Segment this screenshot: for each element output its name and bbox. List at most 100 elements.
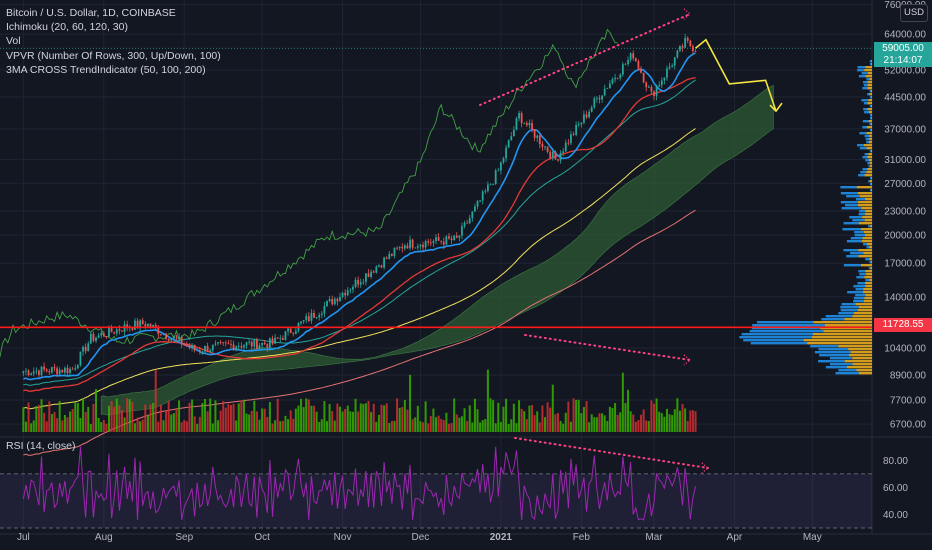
- volume-bar: [473, 398, 476, 432]
- candle-body: [250, 341, 253, 347]
- candle-body: [692, 46, 694, 52]
- volume-bar: [642, 409, 645, 432]
- legend-ichimoku[interactable]: Ichimoku (20, 60, 120, 30): [6, 21, 128, 34]
- rsi-axis-tick: 60.00: [883, 483, 908, 494]
- volume-bar: [671, 415, 674, 432]
- time-axis-tick: Feb: [573, 532, 591, 543]
- candle-body: [147, 323, 149, 327]
- volume-profile-up: [841, 207, 862, 210]
- candle-body: [274, 337, 276, 344]
- volume-bar: [331, 411, 334, 432]
- legend-rsi[interactable]: RSI (14, close): [6, 440, 76, 452]
- candle-body: [499, 162, 502, 171]
- volume-bar: [56, 418, 59, 432]
- volume-bar: [603, 415, 606, 432]
- volume-bar: [362, 403, 365, 432]
- candle-body: [666, 68, 668, 78]
- candle-body: [647, 86, 650, 88]
- volume-bar: [691, 410, 694, 432]
- candle-body: [409, 239, 411, 249]
- rsi-line: [22, 446, 696, 521]
- volume-bar: [414, 417, 417, 432]
- volume-bar: [292, 418, 295, 432]
- volume-bar: [447, 423, 450, 432]
- volume-profile-down: [870, 189, 872, 192]
- volume-bar: [393, 420, 396, 432]
- volume-bar: [499, 422, 502, 432]
- volume-profile-down: [861, 207, 872, 210]
- candle-body: [139, 320, 142, 328]
- volume-bar: [294, 408, 297, 432]
- volume-profile-down: [858, 201, 872, 204]
- volume-bar: [84, 412, 87, 432]
- candle-body: [206, 345, 209, 352]
- volume-bar: [289, 410, 292, 432]
- volume-bar: [346, 405, 349, 432]
- volume-profile-up: [850, 237, 863, 240]
- candle-body: [640, 68, 642, 73]
- candle-body: [502, 158, 505, 163]
- candle-body: [453, 235, 456, 240]
- volume-profile-up: [855, 198, 866, 201]
- volume-bar: [328, 404, 331, 432]
- volume-bar: [139, 421, 142, 432]
- volume-bar: [486, 369, 489, 432]
- volume-bar: [640, 414, 643, 432]
- volume-profile-up: [840, 186, 857, 189]
- candle-body: [546, 146, 549, 152]
- volume-profile-down: [862, 237, 872, 240]
- volume-bar: [416, 405, 419, 432]
- volume-bar: [245, 413, 248, 432]
- volume-bar: [463, 408, 466, 432]
- volume-bar: [538, 422, 541, 432]
- volume-profile-up: [858, 213, 865, 216]
- legend-volume[interactable]: Vol: [6, 35, 21, 48]
- legend-3ma-cross[interactable]: 3MA CROSS TrendIndicator (50, 100, 200): [6, 63, 206, 76]
- volume-bar: [79, 417, 82, 432]
- volume-profile-up: [842, 228, 861, 231]
- volume-bar: [653, 403, 655, 432]
- candle-body: [110, 327, 113, 333]
- volume-profile-up: [865, 258, 870, 261]
- volume-bar: [183, 419, 186, 432]
- currency-button[interactable]: USD: [900, 4, 928, 22]
- volume-bar: [43, 412, 46, 432]
- candle-body: [56, 368, 58, 375]
- price-divergence-arrow: [479, 13, 691, 106]
- volume-profile-up: [843, 222, 859, 225]
- volume-profile-up: [865, 279, 870, 282]
- candle-body: [38, 370, 40, 376]
- ma100-line: [23, 128, 696, 410]
- volume-profile-up: [869, 105, 872, 108]
- candle-body: [474, 206, 476, 212]
- volume-bar: [313, 405, 316, 432]
- candle-body: [406, 245, 409, 249]
- volume-profile-down: [864, 219, 872, 222]
- volume-profile-down: [867, 87, 872, 90]
- volume-bar: [300, 398, 303, 432]
- volume-profile-up: [843, 249, 859, 252]
- candle-body: [442, 241, 445, 245]
- candle-body: [419, 244, 422, 247]
- candle-body: [627, 59, 629, 65]
- volume-profile-down: [856, 186, 872, 189]
- candle-body: [497, 170, 500, 172]
- candle-body: [601, 95, 603, 100]
- candle-body: [603, 88, 606, 96]
- candle-body: [289, 328, 292, 334]
- volume-profile-up: [870, 63, 872, 66]
- candle-body: [468, 218, 471, 224]
- candle-body: [479, 200, 482, 202]
- volume-profile-down: [865, 210, 872, 213]
- volume-bar: [621, 372, 624, 432]
- candle-body: [448, 236, 450, 239]
- candle-body: [403, 245, 406, 249]
- volume-bar: [377, 414, 380, 432]
- legend-vpvr[interactable]: VPVR (Number Of Rows, 300, Up/Down, 100): [6, 49, 221, 62]
- legend-symbol-title[interactable]: Bitcoin / U.S. Dollar, 1D, COINBASE: [6, 7, 176, 19]
- candle-body: [523, 123, 526, 124]
- volume-bar: [105, 423, 108, 432]
- candle-body: [375, 266, 378, 273]
- volume-bar: [492, 400, 495, 432]
